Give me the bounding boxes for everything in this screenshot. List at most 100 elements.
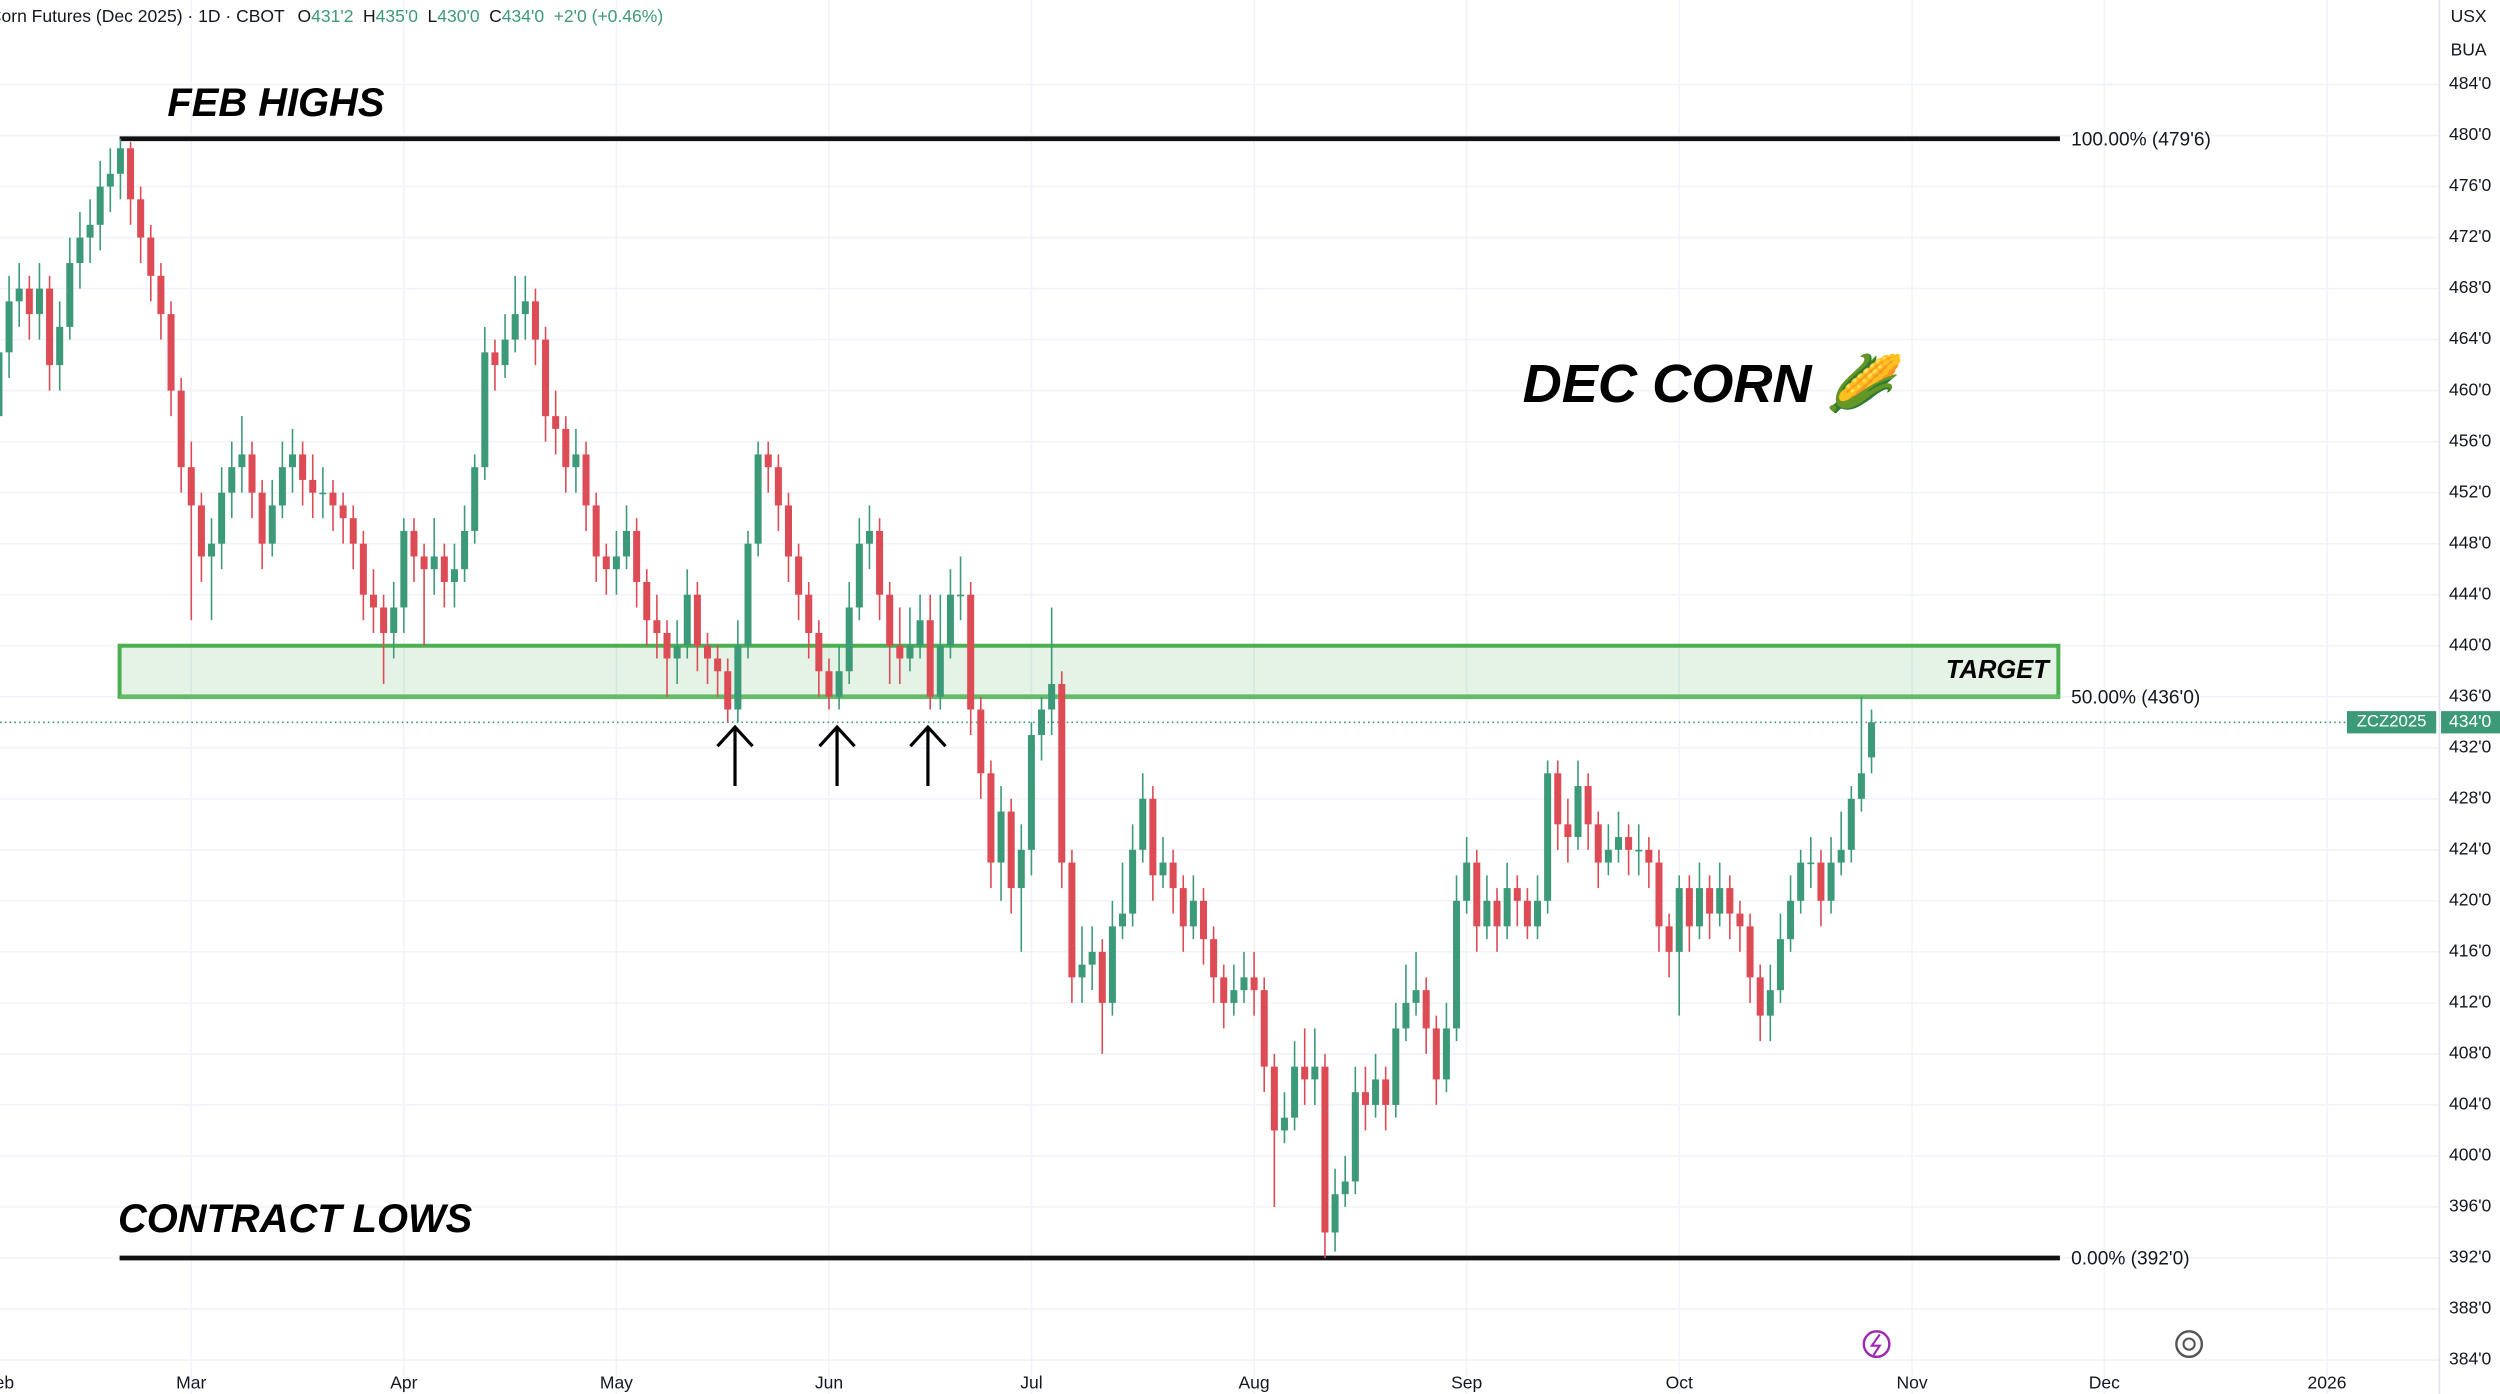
arrow bbox=[716, 724, 754, 787]
candle-body bbox=[936, 645, 944, 697]
candle-body bbox=[1442, 1028, 1450, 1080]
fib-label: 0.00% (392'0) bbox=[2071, 1249, 2189, 1270]
candle-body bbox=[177, 390, 185, 468]
annotation: CONTRACT LOWS bbox=[118, 1197, 473, 1241]
candle-body bbox=[430, 556, 438, 570]
candle-body bbox=[1048, 684, 1056, 710]
ohlc-value: 431'2 bbox=[311, 6, 353, 26]
y-tick-label: 384'0 bbox=[2449, 1349, 2492, 1369]
candle-body bbox=[1169, 862, 1177, 889]
candle-body bbox=[1655, 862, 1663, 927]
plot-layer: Feb Mar Apr May Jun Jul Aug Sep Oct Nov Dec 2026 TAR… bbox=[0, 129, 2440, 1393]
candle-body bbox=[653, 620, 661, 633]
candle-body bbox=[572, 454, 580, 468]
ohlc-value: 435'0 bbox=[376, 6, 419, 26]
candle-body bbox=[623, 530, 631, 557]
candle-body bbox=[349, 518, 357, 544]
candle-body bbox=[703, 645, 712, 659]
candle-body bbox=[633, 530, 641, 582]
ohlc-key: O bbox=[297, 6, 311, 26]
candle-body bbox=[926, 620, 934, 697]
candle-body bbox=[1129, 849, 1137, 914]
candle-body bbox=[1604, 849, 1612, 863]
candle-body bbox=[1665, 926, 1673, 952]
candle-body bbox=[1291, 1066, 1299, 1118]
candle-body bbox=[25, 288, 33, 315]
y-tick-label: 388'0 bbox=[2449, 1298, 2492, 1318]
ohlc-key: H bbox=[363, 6, 376, 26]
candle-body bbox=[1321, 1066, 1329, 1233]
candle-body bbox=[906, 645, 914, 659]
y-tick-label: 396'0 bbox=[2449, 1196, 2492, 1216]
y-tick-label: 436'0 bbox=[2449, 685, 2492, 705]
candle-body bbox=[1564, 824, 1572, 838]
candle-body bbox=[1392, 1028, 1400, 1105]
candle-body bbox=[461, 530, 469, 570]
x-tick-label: Jun bbox=[815, 1373, 843, 1393]
y-tick-label: 456'0 bbox=[2449, 430, 2492, 450]
icons bbox=[1862, 1330, 2204, 1359]
candle-body bbox=[76, 237, 84, 264]
candle-body bbox=[1554, 773, 1562, 825]
y-tick-label: 428'0 bbox=[2449, 787, 2492, 807]
candle-body bbox=[1402, 1002, 1410, 1029]
candle-body bbox=[1159, 862, 1167, 876]
candle-body bbox=[552, 416, 560, 429]
candle-body bbox=[1746, 926, 1754, 978]
candle-body bbox=[612, 556, 620, 570]
candle-body bbox=[1058, 684, 1066, 863]
target-label: TARGET bbox=[1946, 656, 2051, 684]
candle-body bbox=[1341, 1181, 1349, 1195]
candle-body bbox=[1695, 888, 1703, 927]
candle-body bbox=[309, 479, 317, 493]
candle-body bbox=[1108, 926, 1116, 1003]
candle-body bbox=[106, 173, 114, 187]
candle-body bbox=[1675, 888, 1683, 952]
candle-body bbox=[774, 467, 782, 506]
candle-body bbox=[582, 454, 590, 506]
candle-body bbox=[339, 505, 347, 519]
candle-body bbox=[1645, 849, 1653, 863]
candle-body bbox=[1270, 1066, 1278, 1131]
ohlc-value: 434'0 bbox=[502, 6, 545, 26]
candle-body bbox=[1473, 862, 1481, 927]
y-tick-label: 448'0 bbox=[2449, 532, 2492, 552]
candle-body bbox=[319, 492, 327, 495]
candle-body bbox=[1361, 1092, 1369, 1105]
candle-body bbox=[562, 428, 570, 468]
candle-body bbox=[1463, 862, 1471, 901]
candle-body bbox=[410, 530, 418, 557]
candle-body bbox=[96, 186, 104, 225]
candle-body bbox=[1847, 798, 1855, 850]
candle-body bbox=[1189, 900, 1197, 927]
candle-body bbox=[1756, 977, 1764, 1016]
candle-body bbox=[1716, 888, 1724, 914]
x-tick-label: Sep bbox=[1451, 1373, 1482, 1393]
candle-body bbox=[1807, 862, 1815, 865]
candle-body bbox=[1038, 709, 1046, 736]
candle-body bbox=[511, 314, 519, 340]
candle-body bbox=[471, 467, 479, 531]
candle-body bbox=[390, 607, 398, 633]
candle-body bbox=[208, 543, 216, 557]
x-tick-label: Nov bbox=[1896, 1373, 1927, 1393]
price-axis bbox=[2439, 0, 2500, 1394]
candle-body bbox=[35, 288, 43, 315]
candle-body bbox=[1210, 939, 1218, 978]
ohlc-key: C bbox=[489, 6, 502, 26]
candle-body bbox=[1422, 990, 1430, 1029]
candle-body bbox=[734, 645, 742, 710]
candle-body bbox=[56, 326, 64, 366]
candle-body bbox=[1230, 990, 1238, 1003]
axis-layer: 384'0 388'0 392'0 396'0 400'0 404'0 408'0 412'0… bbox=[2346, 73, 2500, 1369]
candle-body bbox=[1787, 900, 1795, 940]
candle-body bbox=[1098, 951, 1106, 1003]
candle-body bbox=[1260, 990, 1268, 1067]
ohlc-key: L bbox=[428, 6, 438, 26]
candle-body bbox=[1453, 900, 1461, 1029]
candle-body bbox=[1584, 786, 1592, 825]
candle-body bbox=[805, 594, 813, 633]
arrow bbox=[909, 724, 947, 787]
candle-body bbox=[542, 339, 550, 417]
x-tick-label: Oct bbox=[1666, 1373, 1693, 1393]
